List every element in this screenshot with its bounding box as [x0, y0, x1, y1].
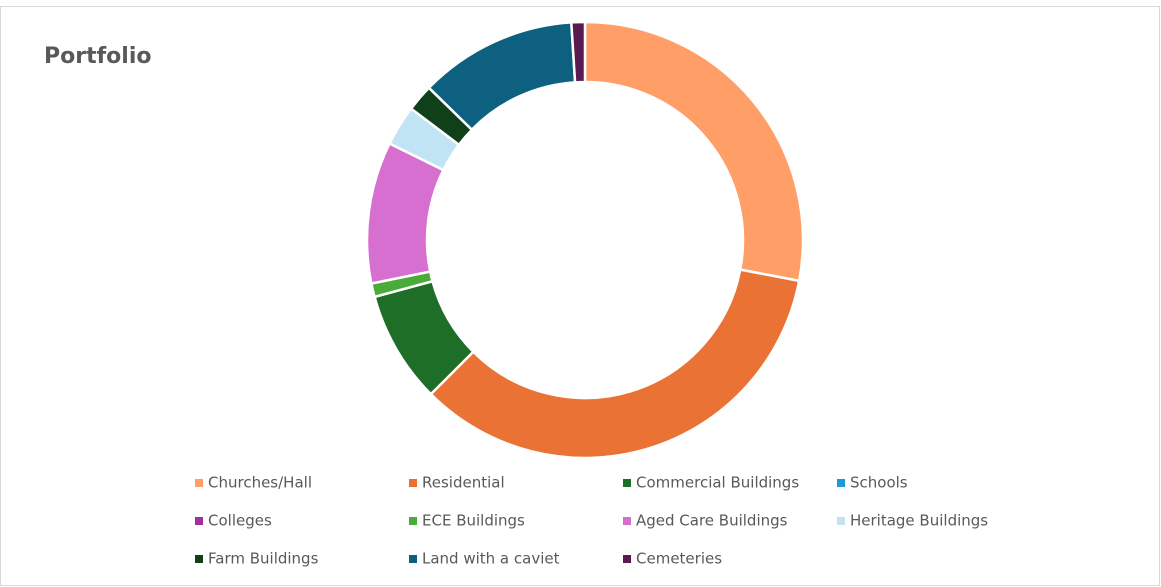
legend-label: Commercial Buildings	[636, 474, 799, 492]
legend-swatch	[837, 517, 845, 525]
donut-segment	[569, 20, 587, 84]
legend-swatch	[623, 555, 631, 563]
legend-label: Land with a caviet	[422, 550, 560, 568]
legend-label: Aged Care Buildings	[636, 512, 788, 530]
chart-frame	[0, 6, 1160, 586]
donut-segment	[583, 20, 805, 283]
legend-swatch	[837, 479, 845, 487]
legend-label: Cemeteries	[636, 550, 722, 568]
chart-title: Portfolio	[44, 44, 152, 69]
legend-swatch	[409, 555, 417, 563]
donut-segment	[429, 268, 801, 460]
legend-label: ECE Buildings	[422, 512, 525, 530]
legend-swatch	[409, 479, 417, 487]
legend-label: Schools	[850, 474, 908, 492]
legend-label: Churches/Hall	[208, 474, 312, 492]
legend-swatch	[623, 517, 631, 525]
legend-label: Colleges	[208, 512, 272, 530]
legend-swatch	[195, 555, 203, 563]
legend-swatch	[195, 517, 203, 525]
legend-label: Heritage Buildings	[850, 512, 988, 530]
legend-swatch	[195, 479, 203, 487]
legend-label: Farm Buildings	[208, 550, 319, 568]
legend-swatch	[623, 479, 631, 487]
legend-label: Residential	[422, 474, 505, 492]
legend-swatch	[409, 517, 417, 525]
